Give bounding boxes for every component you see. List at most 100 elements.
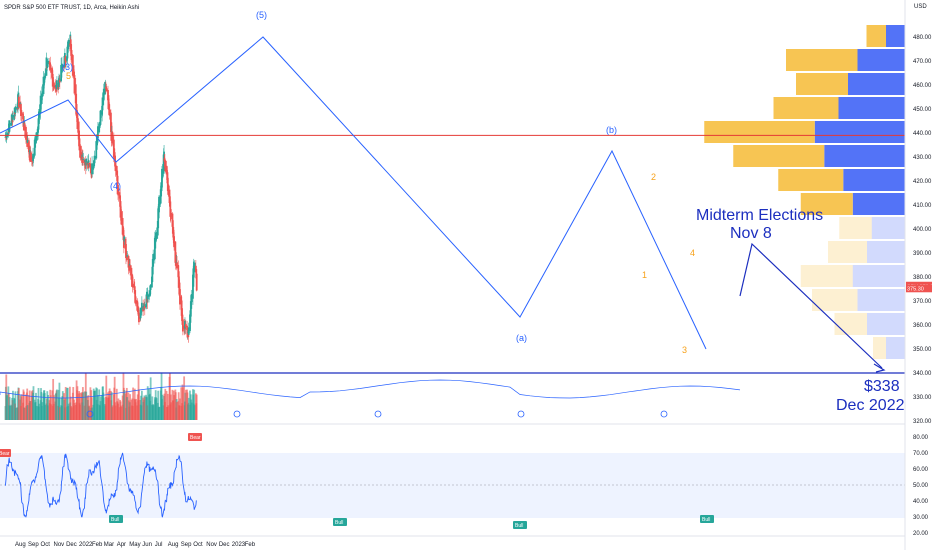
volume-profile-buy bbox=[852, 193, 905, 215]
volume-bar bbox=[129, 394, 132, 420]
volume-bar bbox=[29, 401, 32, 420]
candle-body bbox=[34, 142, 37, 144]
volume-bar bbox=[97, 395, 99, 420]
volume-bar bbox=[123, 390, 126, 420]
volume-profile-sell bbox=[800, 193, 853, 215]
candle-body bbox=[46, 66, 49, 68]
candle-body bbox=[132, 283, 134, 288]
volume-profile-sell bbox=[778, 169, 844, 191]
volume-bar bbox=[193, 405, 196, 420]
rsi-signal-label: Bull bbox=[111, 517, 119, 523]
volume-bar bbox=[157, 390, 160, 420]
candle-body bbox=[102, 88, 105, 100]
candle-body bbox=[179, 289, 181, 305]
candle-body bbox=[102, 98, 104, 104]
candle-body bbox=[99, 124, 101, 126]
volume-bar bbox=[135, 398, 137, 420]
volume-bar bbox=[132, 387, 134, 420]
volume-bar bbox=[183, 376, 186, 420]
price-tick-label: 370.00 bbox=[913, 299, 932, 305]
price-tick-label: 320.00 bbox=[913, 419, 932, 425]
elliott-wave-line bbox=[0, 36, 707, 350]
candle-body bbox=[140, 302, 143, 311]
volume-bar bbox=[114, 405, 117, 420]
volume-bar bbox=[38, 403, 41, 420]
wave-label: 3 bbox=[682, 345, 687, 355]
candle-body bbox=[79, 146, 82, 159]
candle-body bbox=[15, 106, 17, 110]
candle-body bbox=[96, 139, 98, 146]
candle-body bbox=[71, 55, 74, 76]
rsi-signal-label: Bull bbox=[515, 523, 523, 529]
volume-profile-buy bbox=[867, 313, 905, 335]
volume-bar bbox=[187, 397, 190, 420]
candle-body bbox=[126, 255, 129, 257]
time-tick-label: Feb bbox=[245, 542, 256, 548]
volume-bar bbox=[50, 404, 52, 420]
volume-bar bbox=[184, 389, 187, 420]
volume-bar bbox=[14, 391, 17, 420]
rsi-signal-label: Bear bbox=[0, 451, 10, 457]
candle-body bbox=[99, 111, 102, 118]
time-tick-label: Oct bbox=[193, 542, 203, 548]
volume-bar bbox=[179, 398, 181, 420]
volume-profile-buy bbox=[848, 73, 905, 95]
candle-body bbox=[181, 308, 183, 322]
price-tick-label: 350.00 bbox=[913, 347, 932, 353]
candle-body bbox=[82, 159, 85, 161]
volume-layer bbox=[0, 372, 741, 420]
candle-body bbox=[189, 314, 191, 332]
candle-body bbox=[85, 158, 88, 166]
candle-body bbox=[186, 325, 188, 330]
volume-bar bbox=[146, 386, 149, 420]
volume-bar bbox=[195, 394, 198, 420]
candle-body bbox=[166, 170, 168, 175]
price-tick-label: 360.00 bbox=[913, 323, 932, 329]
price-tick-label: 380.00 bbox=[913, 275, 932, 281]
price-tick-label: 460.00 bbox=[913, 83, 932, 89]
rsi-bear-tag bbox=[188, 433, 202, 441]
rsi-bull-tag bbox=[109, 515, 123, 523]
candle-body bbox=[111, 136, 114, 144]
volume-profile-sell bbox=[800, 265, 853, 287]
volume-profile-sell bbox=[773, 97, 839, 119]
candle-body bbox=[164, 160, 167, 172]
volume-bar bbox=[23, 407, 26, 420]
volume-bar bbox=[53, 395, 55, 420]
currency-label: USD bbox=[914, 4, 927, 10]
volume-profile-buy bbox=[857, 49, 905, 71]
candle-body bbox=[91, 163, 93, 175]
rsi-tick-label: 70.00 bbox=[913, 451, 929, 457]
volume-bar bbox=[12, 390, 14, 420]
volume-bar bbox=[20, 394, 23, 420]
candle-body bbox=[20, 112, 23, 115]
candle-body bbox=[148, 293, 151, 295]
time-tick-label: Sep bbox=[181, 542, 192, 548]
candle-body bbox=[95, 141, 98, 159]
time-tick-label: Mar bbox=[104, 542, 114, 548]
volume-marker bbox=[86, 410, 94, 418]
last-price-text: 375.30 bbox=[907, 286, 924, 292]
time-tick-label: Oct bbox=[41, 542, 51, 548]
candle-body bbox=[181, 319, 184, 332]
candle-body bbox=[90, 171, 93, 178]
candle-body bbox=[70, 44, 73, 56]
volume-bar bbox=[91, 407, 93, 420]
wave-label: 4 bbox=[690, 248, 695, 258]
candle-body bbox=[180, 296, 183, 305]
volume-bar bbox=[99, 396, 102, 420]
volume-bar bbox=[41, 402, 44, 420]
candle-body bbox=[63, 66, 65, 68]
price-tick-label: 430.00 bbox=[913, 155, 932, 161]
symbol-header: SPDR S&P 500 ETF TRUST, 1D, Arca, Heikin… bbox=[4, 5, 139, 11]
candle-body bbox=[149, 285, 152, 290]
volume-marker bbox=[233, 410, 241, 418]
projection-arrow bbox=[873, 363, 886, 373]
volume-profile-sell bbox=[812, 289, 858, 311]
candle-body bbox=[173, 236, 175, 248]
candle-body bbox=[40, 101, 42, 105]
